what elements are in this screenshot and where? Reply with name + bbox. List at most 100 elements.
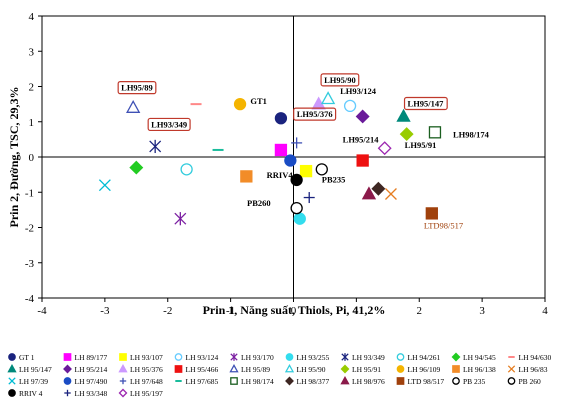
- point-lh-95-147-shape: [396, 108, 411, 122]
- point-label: LH95/214: [343, 134, 380, 144]
- point-lh-95-466: [356, 154, 369, 167]
- point-lh-96-138: [240, 170, 253, 183]
- legend-marker: [119, 377, 127, 385]
- legend-marker: [119, 353, 127, 361]
- legend-marker-shape: [396, 353, 405, 361]
- point-lh-89-177-shape: [274, 143, 288, 157]
- point-lh-96-109: [233, 97, 247, 111]
- point-label: PB260: [247, 198, 271, 208]
- point-label: LH95/376: [297, 109, 333, 119]
- legend-entry-label: LH 95/147: [19, 365, 52, 374]
- point-lh-94-545: [129, 160, 144, 175]
- point-lh-95-90-shape: [320, 91, 336, 105]
- legend-marker: [230, 353, 238, 361]
- legend-marker: [396, 377, 405, 385]
- legend-marker: [174, 353, 183, 361]
- legend-marker: [8, 377, 16, 385]
- point-label: LH93/124: [340, 86, 377, 96]
- legend-marker: [396, 353, 405, 361]
- legend-marker-shape: [396, 365, 405, 373]
- point-label: LTD98/517: [424, 220, 463, 230]
- legend-entry-label: LH 94/545: [463, 353, 496, 362]
- point-rriv-4: [290, 173, 303, 187]
- point-lh-94-261: [180, 163, 193, 176]
- legend-entry-label: PB 235: [463, 377, 486, 386]
- x-tick-label: 1: [354, 305, 360, 317]
- point-lh-96-83-stroke: [384, 188, 397, 200]
- legend-entry-label: LH 98/377: [297, 377, 330, 386]
- legend-marker: [507, 365, 516, 373]
- point-lh-93-349: [149, 139, 162, 154]
- legend-entry-label: LH 98/174: [241, 377, 274, 386]
- legend-marker-shape: [452, 377, 460, 385]
- legend-marker-shape: [285, 376, 294, 386]
- legend-marker: [340, 375, 350, 385]
- y-tick-label: 4: [29, 11, 35, 23]
- point-lh-97-648: [291, 137, 303, 149]
- legend-marker-shape: [119, 353, 127, 361]
- point-pb-260-shape: [290, 201, 303, 215]
- legend-entry-label: LH 93/349: [352, 353, 385, 362]
- legend-marker: [452, 365, 460, 373]
- legend-marker-shape: [8, 353, 16, 361]
- point-ltd-98-517-shape: [425, 207, 438, 220]
- legend-entry-label: PB 260: [519, 377, 542, 386]
- point-lh-97-490: [284, 154, 297, 167]
- legend-marker: [341, 353, 349, 361]
- point-lh-98-377-shape: [371, 181, 386, 196]
- label-box: [320, 73, 360, 87]
- legend-marker-shape: [452, 365, 460, 373]
- legend-entry-label: LH 93/348: [75, 389, 108, 398]
- legend-entry-label: LH 95/90: [297, 365, 326, 374]
- legend-entry-label: LH 95/89: [241, 365, 270, 374]
- point-lh-98-377: [371, 181, 386, 196]
- point-lh-97-490-shape: [284, 154, 297, 167]
- legend-entry-label: LH 97/648: [130, 377, 163, 386]
- point-label: LH95/90: [324, 75, 356, 85]
- label-box: [293, 107, 337, 121]
- x-tick-label: -3: [100, 305, 110, 317]
- legend-marker: [285, 353, 294, 361]
- point-lh-96-83: [384, 188, 397, 200]
- legend-marker: [118, 363, 128, 373]
- point-lh-95-91-shape: [399, 127, 414, 142]
- point-lh-95-147: [396, 108, 411, 122]
- point-label: RRIV4: [267, 170, 294, 180]
- point-lh-97-39: [98, 179, 111, 192]
- legend-entry-label: LH 95/376: [130, 365, 163, 374]
- point-lh-95-89-shape: [126, 99, 141, 113]
- point-gt-1-shape: [274, 112, 288, 125]
- legend-marker-stroke: [8, 377, 16, 385]
- x-axis-label: Prin 1, Năng suất, Thiols, Pi, 41,2%: [203, 303, 386, 317]
- legend-entry-label: LTD 98/517: [408, 377, 445, 386]
- label-box: [403, 96, 448, 111]
- legend-marker-shape: [230, 377, 238, 385]
- legend-marker-shape: [7, 363, 17, 373]
- y-tick-label: -4: [25, 293, 35, 305]
- legend-marker-shape: [396, 377, 405, 385]
- legend-entry-label: LH 95/197: [130, 389, 163, 398]
- legend-marker-shape: [229, 363, 239, 373]
- point-lh-98-976: [361, 186, 377, 200]
- point-lh-95-214-shape: [355, 109, 370, 124]
- legend-marker-shape: [8, 389, 16, 397]
- point-lh-96-138-shape: [240, 170, 253, 183]
- y-tick-label: 3: [29, 46, 35, 58]
- point-lh-93-124: [343, 99, 357, 113]
- legend-entry-label: LH 97/39: [19, 377, 48, 386]
- legend-marker: [340, 364, 350, 374]
- legend-entry-label: LH 96/138: [463, 365, 496, 374]
- y-tick-label: 0: [29, 152, 35, 164]
- point-label: GT1: [250, 96, 267, 106]
- legend-marker-shape: [340, 364, 350, 374]
- point-lh-95-89: [126, 99, 141, 113]
- legend-entry-label: LH 95/214: [75, 365, 108, 374]
- point-lh-95-466-shape: [356, 154, 369, 167]
- legend-marker-shape: [285, 353, 294, 361]
- legend-entry-label: LH 97/685: [186, 377, 219, 386]
- point-lh-93-124-shape: [343, 99, 357, 113]
- point-lh-89-177: [274, 143, 288, 157]
- legend-marker: [452, 377, 460, 385]
- legend-marker-stroke: [507, 365, 516, 373]
- point-lh-93-107-shape: [299, 164, 313, 178]
